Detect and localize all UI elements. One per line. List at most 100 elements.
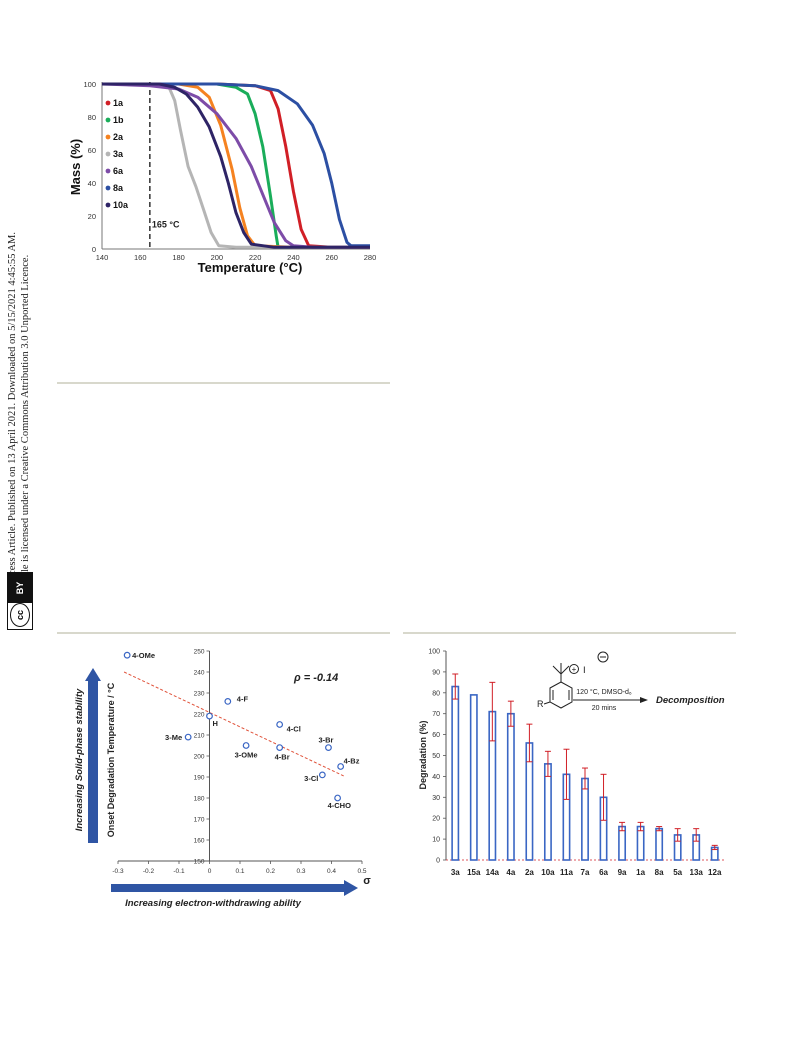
- scatter-point-label: 4-Cl: [287, 725, 301, 734]
- cc-by-badge[interactable]: BY cc: [7, 572, 33, 630]
- scatter-ytick-label: 230: [194, 691, 205, 698]
- bar-ytick-label: 100: [428, 649, 440, 656]
- bar-category-label: 5a: [673, 868, 682, 877]
- reaction-scheme: + I R 120 °C, DMSO-d₆ 20 mins Decomposit…: [537, 651, 725, 712]
- tga-xtick-label: 200: [211, 253, 224, 262]
- scatter-ytick-label: 180: [194, 796, 205, 803]
- scatter-point: [318, 771, 326, 779]
- bar-ytick-label: 40: [432, 774, 440, 781]
- scatter-point-label: 3-Me: [165, 733, 182, 742]
- bar-ytick-label: 80: [432, 690, 440, 697]
- tga-legend-marker: [105, 168, 111, 174]
- scatter-point-label: 4-CHO: [328, 801, 352, 810]
- tga-xtick-label: 180: [172, 253, 185, 262]
- scatter-ytick-label: 220: [194, 712, 205, 719]
- scatter-xtick-label: 0.1: [235, 868, 244, 875]
- scatter-trendline: [123, 671, 344, 777]
- tga-xtick-label: 160: [134, 253, 147, 262]
- scatter-point: [276, 744, 284, 751]
- scheme-condition-top: 120 °C, DMSO-d₆: [576, 688, 632, 696]
- scatter-point: [325, 744, 332, 751]
- scatter-xtick-label: -0.2: [143, 868, 155, 875]
- scatter-ytick-label: 240: [194, 670, 205, 677]
- bar-category-label: 11a: [560, 868, 573, 877]
- scheme-product: Decomposition: [656, 695, 725, 706]
- scatter-annotation: ρ = -0.14: [293, 672, 338, 684]
- scatter-xtick-label: 0.2: [266, 868, 275, 875]
- scatter-ytick-label: 250: [194, 649, 205, 656]
- bar-category-label: 3a: [451, 868, 460, 877]
- scatter-xtick-label: -0.1: [173, 868, 185, 875]
- scatter-ytick-label: 170: [194, 817, 205, 824]
- bar-7a: [581, 777, 589, 861]
- tga-ylabel: Mass (%): [68, 139, 83, 195]
- tga-xtick-label: 260: [325, 253, 338, 262]
- scatter-ytick-label: 200: [194, 754, 205, 761]
- bar-9a: [618, 825, 627, 861]
- tga-legend-label: 8a: [113, 183, 124, 193]
- scatter-point: [184, 733, 192, 741]
- scatter-ylabel: Onset Degradation Temperature / °C: [106, 682, 116, 837]
- scatter-xtick-label: 0.4: [327, 868, 336, 875]
- tga-ytick-label: 80: [88, 113, 96, 122]
- bar-ytick-label: 90: [432, 669, 440, 676]
- tga-annotation: 165 °C: [152, 220, 180, 230]
- tga-legend-label: 2a: [113, 132, 124, 142]
- scatter-point-label: 4-Bz: [344, 757, 360, 766]
- bar-ytick-label: 0: [436, 858, 440, 865]
- tga-legend-label: 3a: [113, 149, 124, 159]
- scatter-point-label: 4-OMe: [132, 651, 155, 660]
- tga-xlabel: Temperature (°C): [198, 260, 303, 275]
- scatter-point: [123, 651, 131, 659]
- bar-category-label: 9a: [618, 868, 627, 877]
- scatter-ytick-label: 150: [194, 859, 205, 866]
- scatter-xtick-label: -0.3: [112, 868, 124, 875]
- bar-category-label: 6a: [599, 868, 608, 877]
- bar-ytick-label: 20: [432, 816, 440, 823]
- bar-category-label: 13a: [690, 868, 704, 877]
- scatter-ytick-label: 210: [194, 733, 205, 740]
- scatter-ytick-label: 160: [194, 838, 205, 845]
- tga-legend-label: 1a: [113, 98, 124, 108]
- scatter-ytick-label: 190: [194, 775, 205, 782]
- bar-category-label: 8a: [655, 868, 664, 877]
- scheme-condition-bottom: 20 mins: [592, 705, 617, 712]
- bar-4a: [506, 712, 515, 861]
- scatter-point: [224, 698, 232, 705]
- bar-ytick-label: 70: [432, 711, 440, 718]
- tga-xtick-label: 140: [96, 253, 109, 262]
- bar-category-label: 4a: [506, 868, 515, 877]
- scatter-point-label: 3-OMe: [235, 751, 258, 760]
- bar-ytick-label: 30: [432, 795, 440, 802]
- stability-arrow: [85, 668, 101, 843]
- tga-ytick-label: 100: [83, 80, 96, 89]
- tga-legend-marker: [105, 151, 111, 157]
- tga-xtick-label: 280: [364, 253, 377, 262]
- divider-lower-right: [403, 632, 736, 634]
- scatter-point-label: 3-Br: [318, 736, 333, 745]
- tga-legend-marker: [105, 117, 111, 123]
- scatter-xtick-label: 0: [208, 868, 212, 875]
- tga-ytick-label: 40: [88, 179, 96, 188]
- tga-xtick-label: 240: [287, 253, 300, 262]
- tga-series-8a: [102, 82, 370, 248]
- scatter-point: [276, 721, 284, 728]
- bar-category-label: 15a: [467, 868, 481, 877]
- electron-withdrawing-arrow-label: Increasing electron-withdrawing ability: [125, 898, 301, 909]
- tga-xtick-label: 220: [249, 253, 262, 262]
- scatter-xlabel: σ: [363, 875, 371, 887]
- stability-arrow-label: Increasing Solid-phase stability: [74, 688, 85, 831]
- scheme-substituent: R: [537, 699, 544, 709]
- scatter-point-label: 4-F: [237, 694, 249, 703]
- bar-category-label: 1a: [636, 868, 645, 877]
- scatter-point: [242, 742, 250, 749]
- tga-legend-marker: [105, 134, 111, 140]
- divider-upper: [57, 382, 390, 384]
- bar-ytick-label: 60: [432, 732, 440, 739]
- scheme-cation-charge: +: [572, 665, 577, 674]
- bar-8a: [655, 827, 664, 861]
- bar-category-label: 2a: [525, 868, 534, 877]
- scatter-point: [337, 763, 345, 770]
- bar-1a: [636, 825, 645, 861]
